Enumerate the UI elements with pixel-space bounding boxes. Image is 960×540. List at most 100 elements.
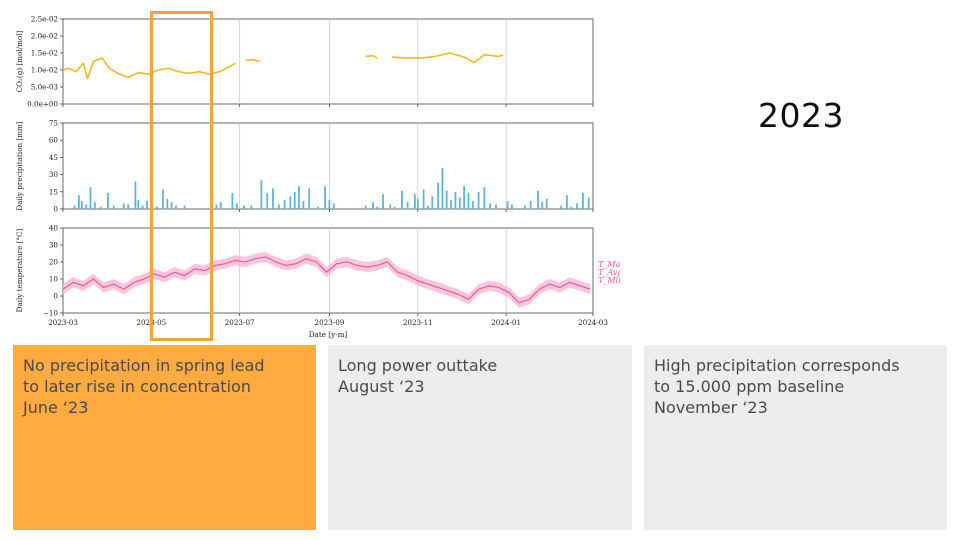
precipitation-bar [441, 167, 444, 209]
precipitation-bar [134, 181, 137, 209]
x-tick-label: 2023-09 [315, 318, 345, 327]
y-tick-label: 1.0e-02 [31, 66, 58, 75]
precipitation-bar [250, 205, 253, 209]
precipitation-bar [477, 191, 480, 209]
precipitation-bar [332, 203, 335, 209]
card-june-note: No precipitation in spring lead to later… [13, 345, 316, 530]
precipitation-bar [122, 203, 125, 209]
card-november-note: High precipitation corresponds to 15.000… [644, 345, 947, 530]
precipitation-bar [219, 202, 222, 209]
temperature-legend-entry: T_Avg [598, 268, 620, 277]
precipitation-bar [382, 194, 384, 209]
precipitation-bar [467, 192, 470, 209]
card-line: No precipitation in spring lead [23, 356, 265, 375]
precipitation-bar [215, 204, 218, 209]
y-tick-label: 5.0e-03 [31, 83, 59, 92]
y-tick-label: 15 [49, 187, 59, 196]
year-title: 2023 [758, 96, 844, 135]
panel-frame [62, 122, 594, 210]
precipitation-bar [183, 205, 186, 209]
precipitation-bar [483, 187, 486, 209]
precipitation-bar [489, 203, 492, 209]
precipitation-bar [112, 205, 115, 209]
y-axis-label: CO₂(g) [mol/mol] [15, 30, 24, 92]
y-tick-label: 60 [49, 136, 59, 145]
y-tick-label: 20 [49, 258, 59, 267]
y-tick-label: 0 [53, 205, 58, 214]
co2-series [62, 52, 504, 80]
temperature-legend-entry: T_Max. [598, 260, 620, 269]
precipitation-bar [529, 201, 532, 209]
precipitation-bar [317, 206, 319, 209]
co2-line-segment [391, 52, 504, 64]
panel-frame [62, 18, 594, 105]
precipitation-bar [450, 199, 452, 209]
precipitation-bar [283, 199, 286, 209]
precipitation-bar [576, 203, 578, 209]
precipitation-bar [298, 186, 300, 209]
precipitation-bar [308, 188, 311, 209]
precipitation-bar [545, 198, 548, 209]
precipitation-bar [78, 195, 80, 209]
precipitation-bar [235, 203, 238, 209]
x-tick-label: 2023-11 [403, 318, 433, 327]
y-tick-label: 40 [49, 224, 59, 233]
card-august-note: Long power outtake August ‘23 [328, 345, 632, 530]
precipitation-bar [431, 196, 434, 209]
precipitation-bar [416, 198, 419, 209]
precipitation-bar [471, 201, 474, 209]
co2-line-segment [62, 57, 236, 80]
precipitation-bar [454, 191, 457, 209]
precipitation-bar [560, 205, 562, 209]
climate-figure: 0.0e+00 5.0e-03 1.0e-02 1.5e-02 2.0e-02 2.5e-… [0, 0, 620, 345]
precipitation-bar [511, 204, 513, 209]
y-tick-label: 10 [49, 275, 59, 284]
precipitation-bar [427, 205, 429, 209]
precipitation-bar [328, 199, 331, 209]
precipitation-bar [389, 204, 392, 209]
axis-labels: 0.0e+00 5.0e-03 1.0e-02 1.5e-02 2.0e-02 2.5e-… [15, 15, 620, 340]
precipitation-bar [141, 205, 144, 209]
y-tick-label: 2.5e-02 [31, 15, 58, 24]
precipitation-bar [414, 194, 416, 209]
y-axis-label: Daily precipitation [mm] [15, 121, 24, 211]
y-tick-label: 30 [49, 170, 59, 179]
precipitation-bar [587, 197, 590, 209]
y-axis-label: Daily temperature [°C] [15, 228, 24, 312]
precipitation-bar [393, 206, 396, 209]
precipitation-bar [463, 186, 465, 209]
precipitation-bar [372, 202, 374, 209]
y-tick-label: 30 [49, 241, 59, 250]
card-line: to 15.000 ppm baseline [654, 377, 845, 396]
x-tick-label: 2023-03 [48, 318, 78, 327]
temperature-series [62, 251, 591, 308]
y-tick-label: 2.0e-02 [31, 32, 58, 41]
precipitation-bar [272, 188, 274, 209]
precipitation-bar [231, 192, 234, 209]
precipitation-bar [107, 192, 109, 209]
precipitation-bar [582, 192, 584, 209]
precipitation-bar [376, 206, 379, 209]
temperature-legend-entry: T_Min. [598, 276, 620, 285]
precipitation-bar [437, 182, 439, 209]
x-tick-label: 2024-01 [491, 318, 521, 327]
precipitation-bar [406, 202, 409, 209]
precipitation-bar [85, 204, 88, 209]
precipitation-bar [364, 205, 367, 209]
precipitation-bar [80, 201, 83, 209]
precipitation-bar [127, 204, 130, 209]
card-line: June ‘23 [23, 398, 89, 417]
y-tick-label: 1.5e-02 [31, 49, 58, 58]
precipitation-bar [243, 205, 245, 209]
precipitation-bar [458, 197, 461, 209]
x-tick-label: 2024-03 [578, 318, 608, 327]
precipitation-bar [89, 187, 92, 209]
precipitation-bar [175, 205, 177, 209]
precipitation-bar [94, 202, 96, 209]
card-line: to later rise in concentration [23, 377, 251, 396]
co2-line-segment [365, 54, 378, 59]
precipitation-bar [137, 199, 140, 209]
y-tick-label: 0.0e+00 [27, 100, 58, 109]
precipitation-bars [73, 167, 590, 209]
precipitation-bar [277, 204, 280, 209]
